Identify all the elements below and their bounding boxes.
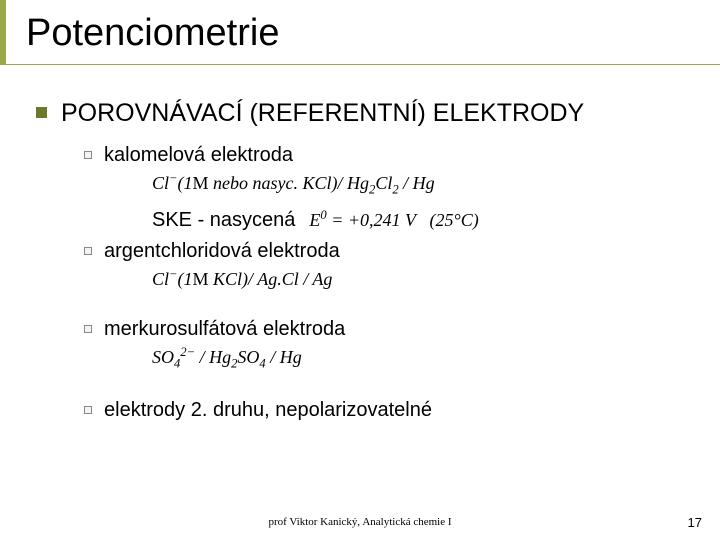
heading-text: POROVNÁVACÍ (REFERENTNÍ) ELEKTRODY (61, 99, 584, 128)
list-item: merkurosulfátová elektroda (84, 318, 698, 341)
heading-row: POROVNÁVACÍ (REFERENTNÍ) ELEKTRODY (36, 99, 698, 128)
formula-text: Cl−(1M KCl)/ Ag.Cl / Ag (152, 267, 698, 290)
item-label: merkurosulfátová elektroda (104, 318, 345, 341)
hollow-square-icon (84, 247, 92, 255)
spacer (84, 381, 698, 399)
content-area: POROVNÁVACÍ (REFERENTNÍ) ELEKTRODY kalom… (22, 99, 698, 422)
page-number: 17 (688, 515, 702, 530)
ske-formula: E0 = +0,241 V (25°C) (309, 208, 478, 231)
ske-row: SKE - nasycená E0 = +0,241 V (25°C) (152, 208, 698, 232)
ske-label: SKE - nasycená (152, 209, 295, 232)
title-underline (0, 64, 720, 65)
hollow-square-icon (84, 325, 92, 333)
list-item: argentchloridová elektroda (84, 240, 698, 263)
spacer (84, 300, 698, 318)
accent-bar (0, 0, 6, 64)
formula-text: Cl−(1M nebo nasyc. KCl)/ Hg2Cl2 / Hg (152, 171, 698, 198)
square-bullet-icon (36, 107, 47, 118)
item-label: elektrody 2. druhu, nepolarizovatelné (104, 399, 432, 422)
list-item: elektrody 2. druhu, nepolarizovatelné (84, 399, 698, 422)
list-item: kalomelová elektroda (84, 144, 698, 167)
slide-title: Potenciometrie (22, 12, 698, 55)
hollow-square-icon (84, 151, 92, 159)
formula-text: SO42− / Hg2SO4 / Hg (152, 345, 698, 372)
item-label: argentchloridová elektroda (104, 240, 340, 263)
sub-items: kalomelová elektroda Cl−(1M nebo nasyc. … (84, 144, 698, 422)
item-label: kalomelová elektroda (104, 144, 293, 167)
slide-container: Potenciometrie POROVNÁVACÍ (REFERENTNÍ) … (0, 0, 720, 540)
footer-author: prof Viktor Kanický, Analytická chemie I (0, 516, 720, 528)
hollow-square-icon (84, 406, 92, 414)
